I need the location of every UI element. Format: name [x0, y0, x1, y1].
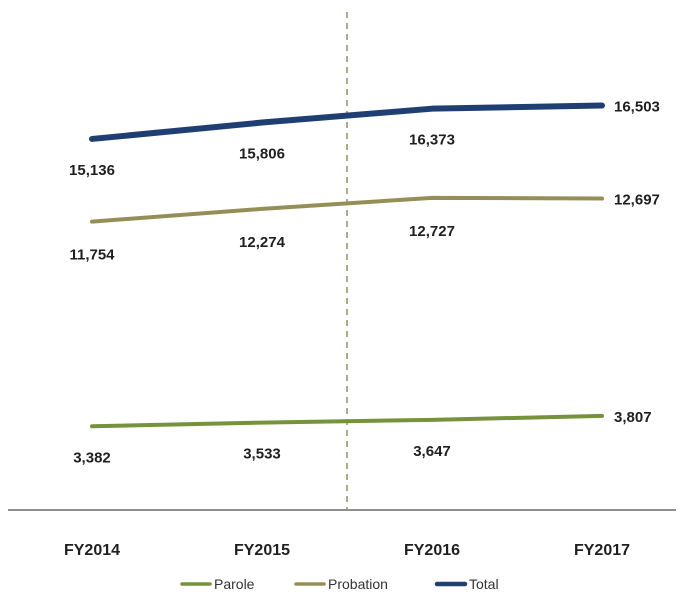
legend-item-probation: Probation — [294, 576, 388, 592]
legend-item-total: Total — [434, 576, 499, 592]
data-label-total-fy2017: 16,503 — [614, 99, 660, 116]
x-tick-label-fy2016: FY2016 — [404, 542, 460, 559]
data-label-probation-fy2015: 12,274 — [239, 234, 286, 251]
data-label-total-fy2016: 16,373 — [409, 132, 455, 149]
legend-label-parole: Parole — [214, 576, 255, 592]
chart-layer: 3,382 3,533 3,647 3,807 11,754 12,274 12,727 12… — [8, 12, 676, 592]
data-label-probation-fy2016: 12,727 — [409, 223, 455, 240]
legend-item-parole: Parole — [180, 576, 255, 592]
legend-label-total: Total — [469, 576, 499, 592]
data-label-probation-fy2017: 12,697 — [614, 192, 660, 209]
data-label-probation-fy2014: 11,754 — [69, 247, 115, 264]
data-label-total-fy2015: 15,806 — [239, 146, 285, 163]
series-line-parole — [90, 413, 604, 429]
data-label-total-fy2014: 15,136 — [69, 162, 115, 179]
data-label-parole-fy2015: 3,533 — [243, 446, 281, 463]
x-tick-label-fy2014: FY2014 — [64, 542, 120, 559]
x-tick-label-fy2015: FY2015 — [234, 542, 290, 559]
legend-label-probation: Probation — [328, 576, 388, 592]
series-line-total — [89, 102, 605, 142]
x-tick-label-fy2017: FY2017 — [574, 542, 630, 559]
data-label-parole-fy2017: 3,807 — [614, 409, 652, 426]
series-line-probation — [90, 195, 604, 224]
data-label-parole-fy2016: 3,647 — [413, 443, 451, 460]
data-label-parole-fy2014: 3,382 — [73, 449, 111, 466]
